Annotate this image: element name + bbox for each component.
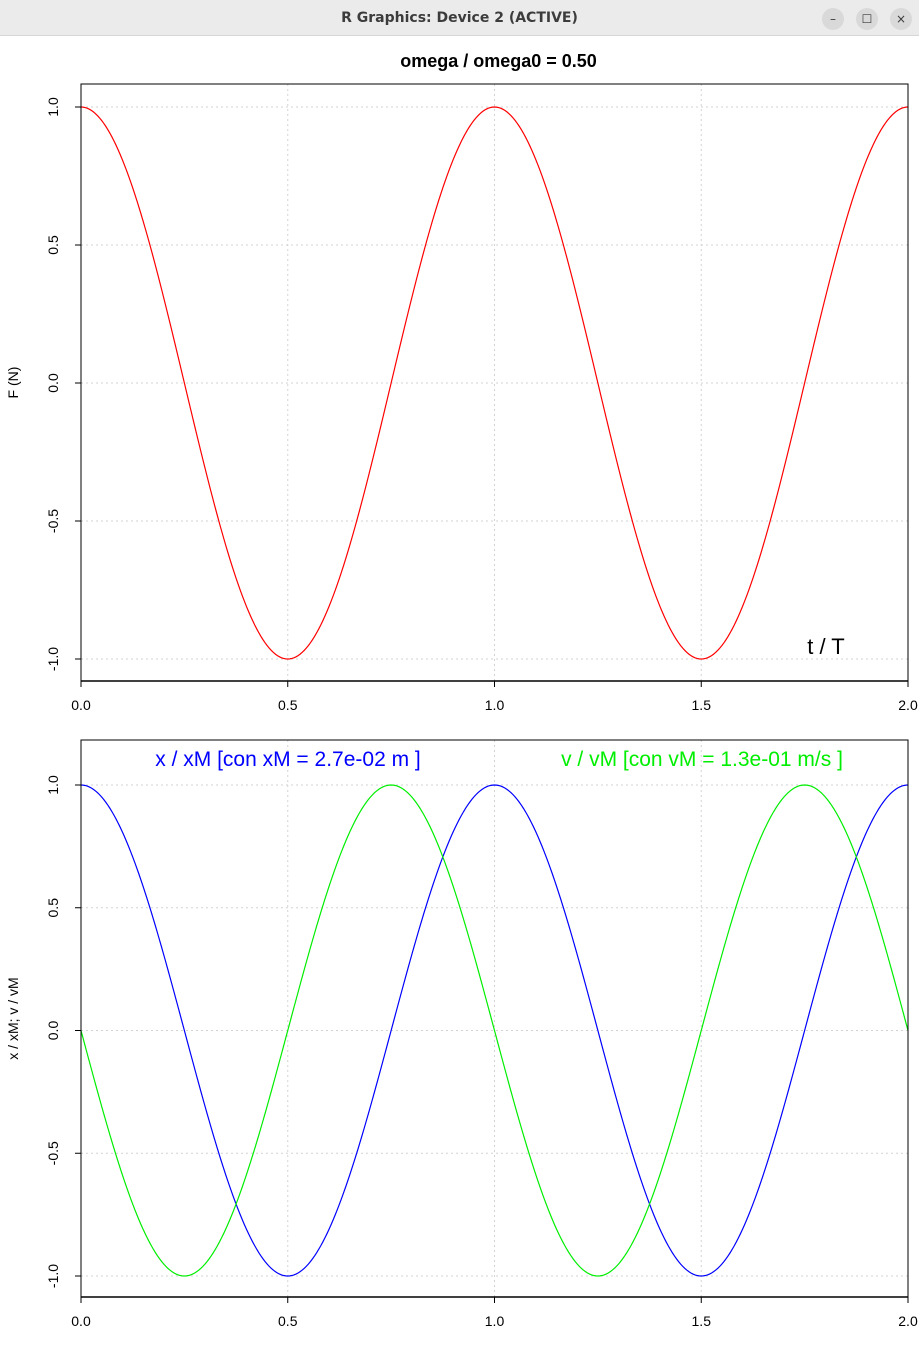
series-label-1: x / xM [con xM = 2.7e-02 m ] bbox=[155, 748, 421, 771]
x-tick-label: 1.0 bbox=[485, 697, 505, 713]
y-tick-label: 0.5 bbox=[45, 898, 61, 918]
series-line-1 bbox=[80, 784, 909, 1277]
x-tick-label: 0.5 bbox=[278, 697, 298, 713]
x-tick-label: 0.0 bbox=[71, 697, 91, 713]
window-title: R Graphics: Device 2 (ACTIVE) bbox=[341, 10, 578, 26]
chart-panel-1: 0.0 0.5 1.0 1.5 2.0 -1.0 -0.5 0.0 0.5 1.0 F (N) ome… bbox=[5, 51, 918, 713]
plot-frame bbox=[80, 739, 909, 1298]
y-tick-label: -1.0 bbox=[45, 1264, 61, 1288]
x-tick-label: 1.5 bbox=[692, 1313, 712, 1329]
series-line-1 bbox=[80, 106, 909, 660]
y-tick-label: 1.0 bbox=[45, 97, 61, 117]
x-tick-label: 2.0 bbox=[898, 1313, 918, 1329]
plot-canvas: 0.0 0.5 1.0 1.5 2.0 -1.0 -0.5 0.0 0.5 1.0 F (N) ome… bbox=[5, 51, 918, 1329]
y-tick-label: -1.0 bbox=[45, 647, 61, 671]
chart-title: omega / omega0 = 0.50 bbox=[400, 51, 597, 71]
grid bbox=[80, 84, 909, 681]
series-label-2: v / vM [con vM = 1.3e-01 m/s ] bbox=[561, 748, 843, 771]
grid bbox=[80, 740, 909, 1297]
x-tick-label: 0.5 bbox=[278, 1313, 298, 1329]
plot-frame bbox=[80, 83, 909, 682]
y-tick-label: 0.0 bbox=[45, 1021, 61, 1041]
y-tick-label: -0.5 bbox=[45, 509, 61, 533]
window-titlebar[interactable]: R Graphics: Device 2 (ACTIVE) – ☐ × bbox=[0, 0, 919, 36]
y-axis-label: F (N) bbox=[5, 367, 21, 399]
maximize-icon[interactable]: ☐ bbox=[856, 8, 878, 30]
y-axis-label: x / xM; v / vM bbox=[5, 977, 21, 1059]
time-axis-annotation: t / T bbox=[807, 634, 845, 659]
minimize-icon[interactable]: – bbox=[822, 8, 844, 30]
close-icon[interactable]: × bbox=[890, 8, 912, 30]
series-line-2 bbox=[80, 784, 909, 1277]
x-tick-label: 1.5 bbox=[692, 697, 712, 713]
y-tick-label: 0.5 bbox=[45, 235, 61, 255]
x-tick-label: 2.0 bbox=[898, 697, 918, 713]
chart-panel-2: 0.0 0.5 1.0 1.5 2.0 -1.0 -0.5 0.0 0.5 1.0 x / xM; … bbox=[5, 739, 918, 1329]
y-tick-label: 0.0 bbox=[45, 373, 61, 393]
x-tick-label: 0.0 bbox=[71, 1313, 91, 1329]
x-tick-label: 1.0 bbox=[485, 1313, 505, 1329]
y-tick-label: 1.0 bbox=[45, 775, 61, 795]
y-tick-label: -0.5 bbox=[45, 1141, 61, 1165]
